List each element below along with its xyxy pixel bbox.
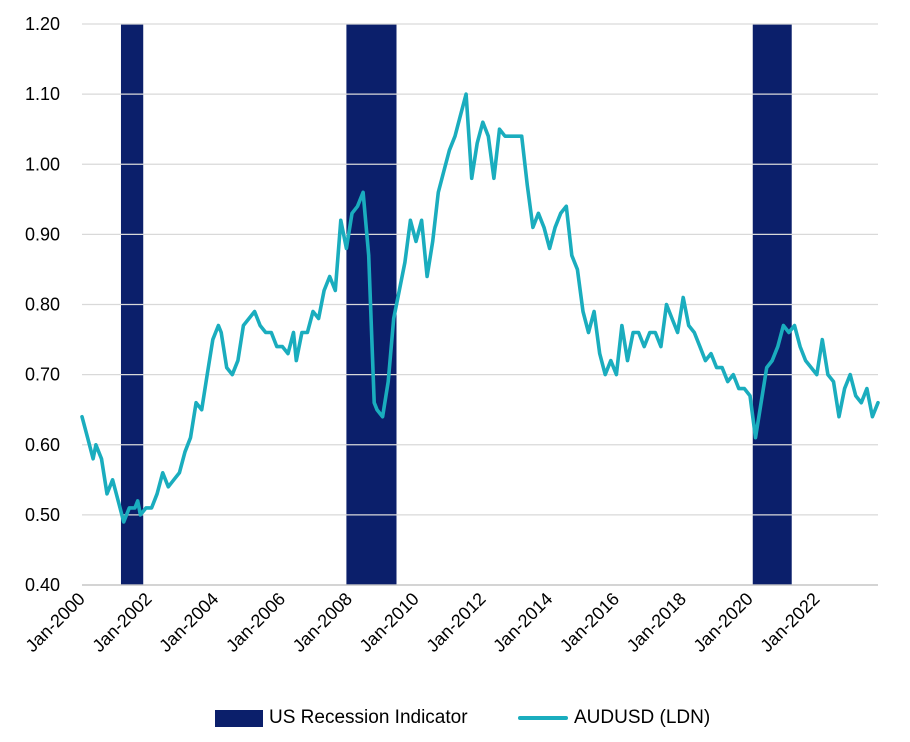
x-tick-label: Jan-2016 xyxy=(556,589,623,656)
y-tick-label: 0.70 xyxy=(25,365,60,385)
audusd-swatch xyxy=(518,716,568,720)
y-tick-label: 0.90 xyxy=(25,224,60,244)
y-tick-label: 0.40 xyxy=(25,575,60,595)
legend-item-recession: US Recession Indicator xyxy=(215,703,468,733)
y-tick-label: 1.10 xyxy=(25,84,60,104)
y-axis-ticks: 0.40 0.50 0.60 0.70 0.80 0.90 1.00 1.10 1.20 xyxy=(25,14,60,595)
legend-label-recession: US Recession Indicator xyxy=(269,707,468,728)
y-tick-label: 1.00 xyxy=(25,154,60,174)
legend-item-audusd: AUDUSD (LDN) xyxy=(518,703,710,733)
y-tick-label: 0.80 xyxy=(25,295,60,315)
x-tick-label: Jan-2006 xyxy=(222,589,289,656)
legend-label-audusd: AUDUSD (LDN) xyxy=(574,707,711,728)
y-tick-label: 0.50 xyxy=(25,505,60,525)
y-tick-label: 1.20 xyxy=(25,14,60,34)
x-tick-label: Jan-2010 xyxy=(356,589,423,656)
x-axis-ticks: Jan-2000 Jan-2002 Jan-2004 Jan-2006 Jan-2008… xyxy=(22,589,824,656)
series-layer xyxy=(80,92,880,524)
x-tick-label: Jan-2020 xyxy=(690,589,757,656)
x-tick-label: Jan-2014 xyxy=(489,589,556,656)
x-tick-label: Jan-2022 xyxy=(756,589,823,656)
x-tick-label: Jan-2004 xyxy=(155,589,222,656)
series-line-audusd xyxy=(80,92,880,524)
x-tick-label: Jan-2012 xyxy=(422,589,489,656)
x-tick-label: Jan-2008 xyxy=(289,589,356,656)
x-tick-label: Jan-2002 xyxy=(88,589,155,656)
x-tick-label: Jan-2018 xyxy=(623,589,690,656)
recession-swatch xyxy=(215,709,263,727)
legend: US Recession Indicator AUDUSD (LDN) xyxy=(0,703,910,733)
gridlines xyxy=(82,23,878,586)
x-tick-label: Jan-2000 xyxy=(22,589,89,656)
y-tick-label: 0.60 xyxy=(25,435,60,455)
chart: 0.40 0.50 0.60 0.70 0.80 0.90 1.00 1.10 1.20 Jan… xyxy=(22,14,880,656)
